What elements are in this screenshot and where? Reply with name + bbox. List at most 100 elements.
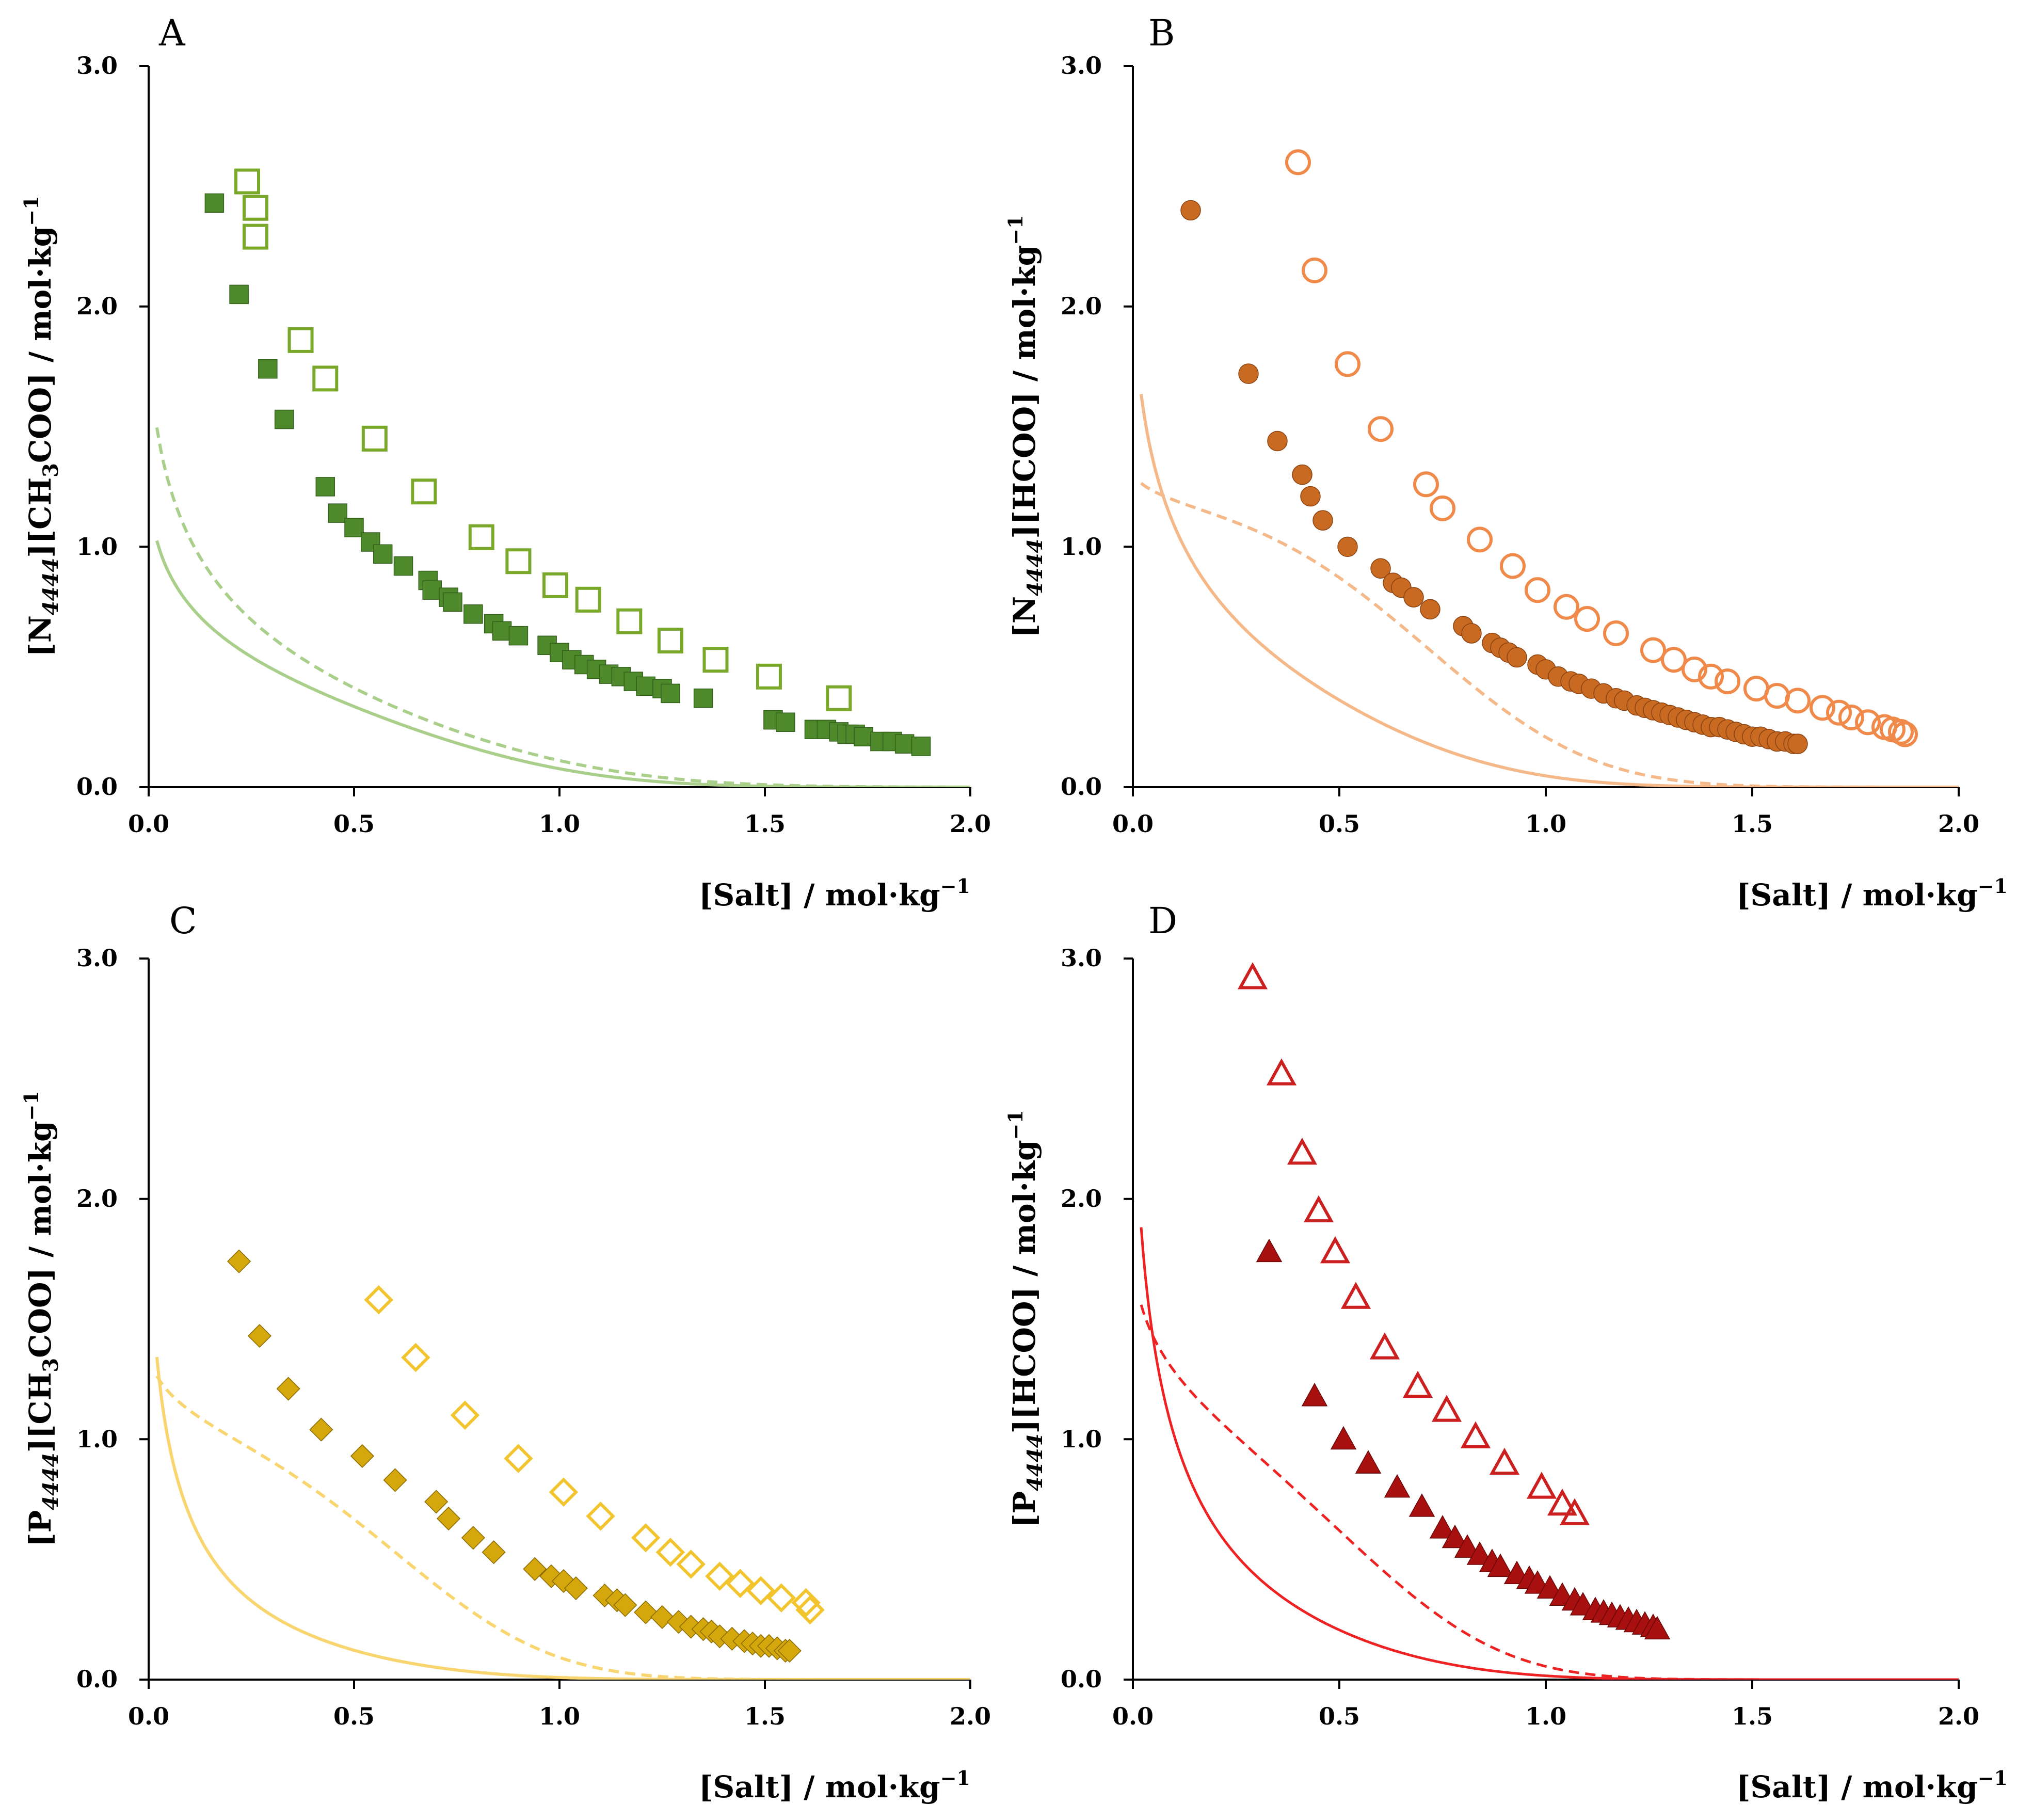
filled-triangle-point xyxy=(1536,1575,1563,1599)
y-tick-labels: 3.0 2.0 1.0 0.0 xyxy=(76,944,118,1693)
filled-circle-point xyxy=(1238,363,1259,384)
open-triangle-point xyxy=(1489,1447,1520,1475)
x-axis-title: [Salt] / mol·kg−1 xyxy=(1736,874,2008,913)
dashed-fit-line xyxy=(1140,1304,1959,1680)
filled-square-point xyxy=(463,604,483,624)
filled-triangle-point xyxy=(1408,1493,1435,1517)
y-tick-label: 0.0 xyxy=(1061,1665,1102,1693)
x-axis-title: [Salt] / mol·kg−1 xyxy=(699,1766,970,1805)
y-tick-label: 0.0 xyxy=(1061,773,1102,801)
x-axis-title-sup: −1 xyxy=(1978,874,2008,898)
open-circle-point xyxy=(1430,495,1455,521)
open-square-point xyxy=(287,327,314,353)
y-tick-label: 3.0 xyxy=(76,944,118,972)
filled-diamond-point xyxy=(564,1576,588,1601)
panel-label: C xyxy=(169,900,197,942)
filled-triangle-point xyxy=(1487,1553,1514,1577)
x-axis-title-sup: −1 xyxy=(1978,1766,2008,1790)
plot-area-c xyxy=(155,1249,970,1680)
open-square-point xyxy=(468,524,494,550)
filled-diamond-point xyxy=(523,1557,547,1581)
filled-square-point xyxy=(328,503,347,523)
filled-triangle-point xyxy=(1466,1541,1493,1565)
open-circle-point xyxy=(1368,416,1394,442)
x-tick-label: 0.5 xyxy=(1319,810,1360,838)
open-triangle-point xyxy=(1460,1421,1491,1448)
open-diamond-point xyxy=(549,1477,579,1507)
filled-diamond-point xyxy=(350,1444,374,1468)
open-circle-point xyxy=(1661,647,1687,673)
plot-area-a xyxy=(155,168,970,787)
solid-fit-line xyxy=(1140,1227,1959,1680)
open-triangle-point xyxy=(1287,1138,1318,1165)
open-circle-point xyxy=(1335,351,1360,377)
open-diamond-point xyxy=(655,1537,685,1567)
filled-circle-point xyxy=(1292,464,1312,485)
open-square-point xyxy=(657,627,683,653)
open-circle-point xyxy=(1467,526,1493,553)
x-tick-labels: 0.0 0.5 1.0 1.5 2.0 xyxy=(128,1702,991,1730)
open-circle-point xyxy=(1554,594,1579,620)
x-axis-title-sup: −1 xyxy=(940,1766,970,1790)
filled-diamond-point xyxy=(309,1417,333,1442)
filled-square-point xyxy=(229,284,249,305)
panel-b: B 3.0 2.0 1.0 0.0 0.0 0.5 1.0 1.5 2.0 xyxy=(1004,12,2008,913)
filled-square-point xyxy=(911,737,931,756)
plot-area-d xyxy=(1140,962,1959,1680)
filled-triangle-point xyxy=(1454,1534,1481,1558)
open-circle-point xyxy=(1525,577,1550,603)
open-circle-point xyxy=(1785,688,1811,714)
filled-square-point xyxy=(258,359,278,379)
open-circle-point xyxy=(1810,695,1835,721)
filled-diamond-point xyxy=(482,1540,506,1564)
y-tick-label: 1.0 xyxy=(1061,1425,1102,1453)
open-square-point xyxy=(411,478,437,505)
open-diamond-point xyxy=(586,1502,615,1531)
y-tick-labels: 3.0 2.0 1.0 0.0 xyxy=(1061,52,1102,801)
filled-circle-point xyxy=(1403,587,1424,608)
x-tick-label: 1.0 xyxy=(1525,810,1566,838)
x-tick-labels: 0.0 0.5 1.0 1.5 2.0 xyxy=(1112,1702,1979,1730)
filled-square-point xyxy=(344,518,364,537)
x-tick-label: 0.5 xyxy=(333,810,375,838)
filled-circle-point xyxy=(1787,733,1808,754)
y-axis-title: [P4444][HCOO] / mol·kg−1 xyxy=(1004,1110,1047,1528)
x-tick-label: 1.5 xyxy=(744,810,786,838)
filled-square-point xyxy=(373,544,393,564)
filled-square-point xyxy=(693,688,713,708)
open-diamond-point xyxy=(795,1595,825,1625)
filled-square-point xyxy=(204,193,225,213)
filled-circle-point xyxy=(1180,200,1201,221)
x-tick-label: 0.0 xyxy=(128,810,169,838)
solid-fit-line xyxy=(1140,393,1959,787)
x-tick-label: 0.5 xyxy=(1319,1702,1360,1730)
filled-triangle-point xyxy=(1384,1474,1411,1498)
open-diamond-point xyxy=(705,1561,734,1591)
filled-diamond-point xyxy=(437,1506,461,1531)
open-triangle-point xyxy=(1320,1236,1351,1264)
filled-triangle-point xyxy=(1301,1382,1328,1407)
open-square-point xyxy=(575,586,601,613)
y-tick-label: 3.0 xyxy=(1061,52,1102,79)
filled-triangle-point xyxy=(1330,1426,1357,1450)
x-tick-label: 2.0 xyxy=(950,1702,991,1730)
y-tick-label: 2.0 xyxy=(76,292,118,320)
panel-a: A 3.0 2.0 1.0 0.0 0.0 0.5 1.0 1.5 2.0 xyxy=(20,12,991,913)
open-circle-point xyxy=(1764,683,1790,709)
x-axis-title: [Salt] / mol·kg−1 xyxy=(1736,1766,2008,1805)
filled-triangle-point xyxy=(1355,1450,1382,1474)
filled-square-point xyxy=(315,477,335,497)
filled-square-point xyxy=(854,727,873,746)
plot-area-b xyxy=(1140,149,1959,787)
open-square-point xyxy=(756,663,782,690)
dashed-fit-line xyxy=(155,427,970,787)
y-axis-title: [N4444][HCOO] / mol·kg−1 xyxy=(1004,215,1047,637)
filled-square-point xyxy=(894,734,915,754)
panel-label: A xyxy=(158,12,186,54)
axes xyxy=(1124,65,1960,796)
x-tick-label: 1.0 xyxy=(539,1702,580,1730)
open-circle-point xyxy=(1855,709,1881,736)
open-square-point xyxy=(702,647,729,673)
open-triangle-point xyxy=(1402,1370,1433,1398)
open-triangle-point xyxy=(1266,1058,1297,1085)
